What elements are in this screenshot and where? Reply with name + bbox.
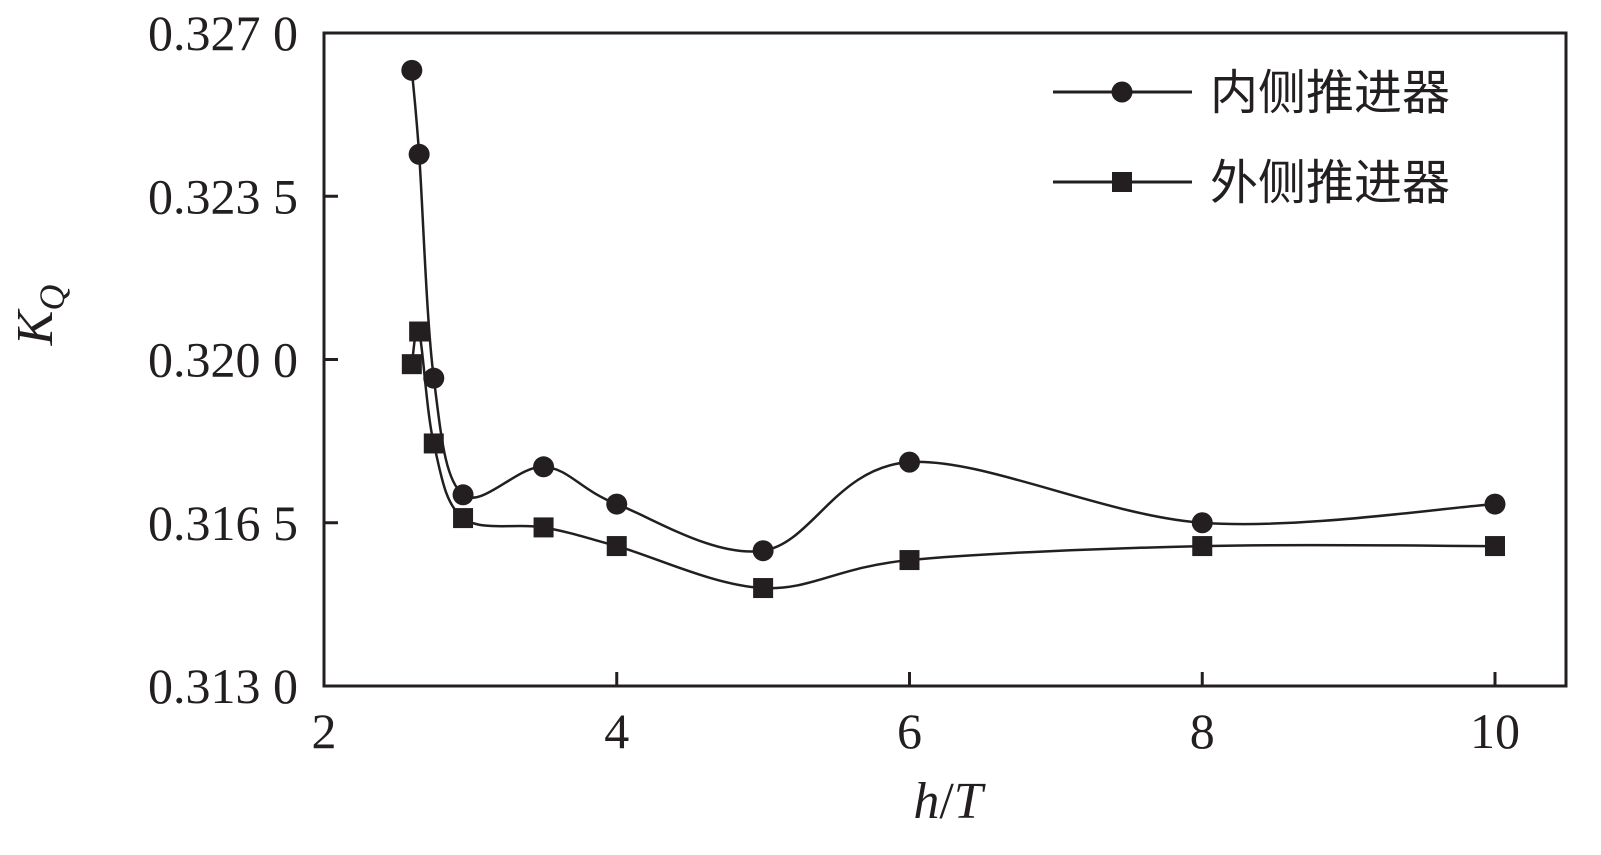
- x-tick-label: 8: [1190, 703, 1215, 759]
- data-point: [899, 451, 920, 473]
- data-point: [533, 456, 555, 478]
- data-point: [453, 508, 474, 529]
- data-point: [606, 493, 628, 515]
- data-point: [423, 433, 444, 454]
- y-axis-label: KQ: [7, 285, 72, 347]
- data-point: [1192, 536, 1213, 557]
- legend-label: 内侧推进器: [1210, 65, 1450, 121]
- plot-area-border: [322, 31, 1568, 688]
- data-point: [533, 517, 554, 538]
- y-tick-label: 0.316 5: [148, 495, 298, 551]
- y-tick-label: 0.320 0: [148, 332, 298, 388]
- data-point: [401, 59, 423, 81]
- data-point: [606, 536, 627, 557]
- data-point: [1484, 493, 1506, 515]
- data-point: [452, 484, 474, 506]
- data-point: [409, 321, 430, 342]
- y-tick-label: 0.323 5: [148, 168, 298, 224]
- data-point: [1191, 512, 1213, 534]
- series-inner-thruster: [401, 59, 1506, 562]
- series-outer-thruster: [401, 321, 1505, 599]
- x-axis: 2 4 6 8 10: [312, 672, 1520, 759]
- y-tick-label: 0.313 0: [148, 658, 298, 714]
- series-layer: [401, 59, 1506, 599]
- data-point: [401, 354, 422, 375]
- plot-frame: [322, 31, 1568, 688]
- data-point: [408, 143, 430, 165]
- legend-entry: 外侧推进器: [1053, 155, 1450, 211]
- x-tick-label: 4: [604, 703, 629, 759]
- x-tick-label: 6: [897, 703, 922, 759]
- series-line: [410, 327, 1496, 590]
- data-point: [423, 367, 445, 389]
- x-axis-label: h/T: [913, 773, 985, 830]
- x-tick-label: 2: [312, 703, 337, 759]
- y-axis-label-group: KQ: [7, 285, 72, 347]
- legend-label: 外侧推进器: [1210, 155, 1450, 211]
- data-point: [899, 550, 920, 571]
- data-point: [1485, 536, 1505, 557]
- legend-marker: [1112, 172, 1132, 192]
- series-line: [410, 70, 1496, 553]
- y-axis: 0.313 0 0.316 5 0.320 0 0.323 5 0.327 0: [148, 5, 338, 714]
- y-tick-label: 0.327 0: [148, 5, 298, 61]
- legend-marker: [1111, 81, 1133, 103]
- data-point: [753, 578, 774, 599]
- x-tick-label: 10: [1470, 703, 1520, 759]
- legend-entry: 内侧推进器: [1053, 65, 1450, 121]
- data-point: [752, 540, 774, 562]
